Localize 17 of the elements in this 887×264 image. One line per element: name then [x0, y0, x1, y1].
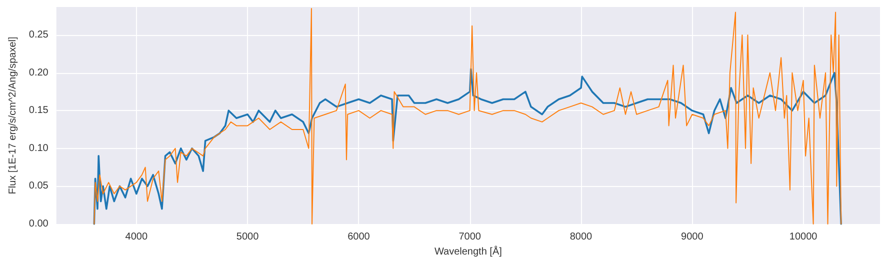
- line-series: [93, 68, 842, 225]
- y-tick-label: 0.10: [28, 142, 49, 154]
- x-tick-label: 8000: [570, 232, 593, 242]
- y-tick-label: 0.15: [28, 105, 49, 116]
- x-tick-label: 5000: [236, 232, 260, 242]
- x-tick-label: 9000: [681, 232, 704, 242]
- y-tick-label: 0.25: [28, 29, 49, 40]
- x-tick-label: 7000: [458, 232, 482, 242]
- y-axis-title: Flux [1E-17 erg/s/cm^2/Ang/spaxel]: [8, 36, 18, 194]
- line-series: [94, 8, 842, 224]
- x-axis-title: Wavelength [Å]: [434, 245, 502, 258]
- x-tick-label: 6000: [348, 232, 370, 242]
- x-tick-label: 10000: [789, 232, 818, 242]
- y-tick-label: 0.05: [28, 180, 49, 192]
- y-tick-label: 0.20: [28, 67, 49, 78]
- y-tick-label: 0.00: [28, 218, 49, 230]
- x-tick-label: 4000: [125, 232, 148, 242]
